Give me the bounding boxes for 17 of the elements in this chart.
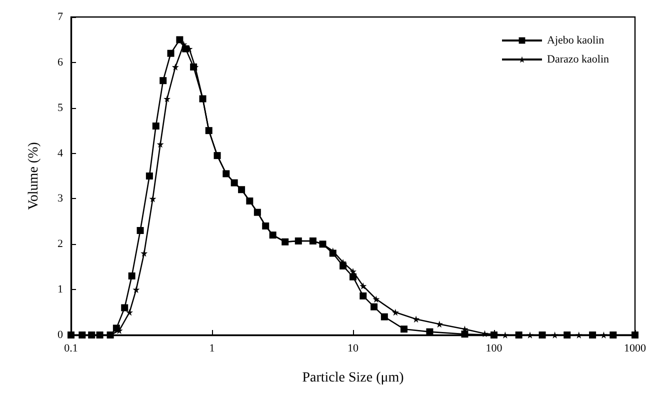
y-tick-label: 1: [58, 284, 63, 296]
legend-label: Darazo kaolin: [547, 54, 610, 66]
x-tick-label: 1000: [624, 342, 646, 354]
y-tick-label: 2: [58, 238, 63, 250]
x-tick-label: 1: [209, 342, 215, 354]
x-axis-title: Particle Size (μm): [302, 370, 404, 386]
y-axis-title: Volume (%): [26, 142, 42, 210]
x-tick-label: 0.1: [64, 342, 78, 354]
y-tick-label: 6: [58, 56, 64, 68]
y-tick-label: 0: [58, 329, 64, 341]
y-tick-label: 7: [58, 11, 64, 23]
y-tick-label: 3: [58, 192, 64, 205]
y-tick-label: 5: [58, 102, 64, 114]
legend-label: Ajebo kaolin: [547, 34, 605, 46]
x-tick-label: 100: [486, 342, 503, 354]
x-tick-label: 10: [348, 342, 359, 354]
y-tick-label: 4: [58, 147, 64, 160]
